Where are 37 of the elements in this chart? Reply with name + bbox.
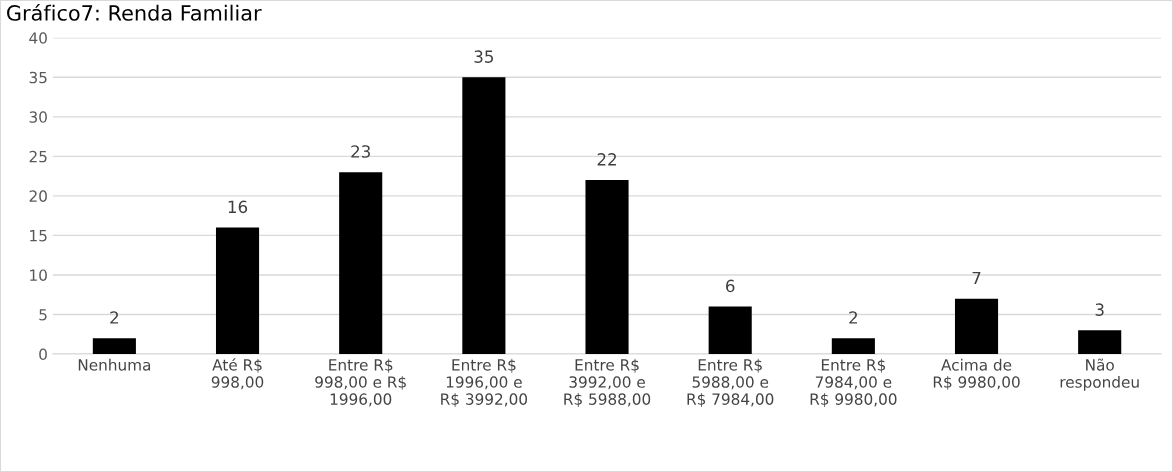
x-tick-label: Entre R$ 7984,00 e R$ 9980,00 [810, 358, 897, 407]
y-tick-label: 5 [39, 309, 47, 321]
x-tick-label: Entre R$ 5988,00 e R$ 7984,00 [687, 358, 774, 407]
x-tick-label: Até R$ 998,00 [211, 358, 264, 390]
y-tick-label: 30 [29, 111, 47, 123]
bar [462, 77, 506, 354]
data-label: 7 [972, 271, 981, 285]
y-tick-label: 25 [29, 150, 47, 163]
y-tick-label: 20 [29, 190, 47, 202]
bar [92, 338, 136, 354]
data-label: 22 [597, 153, 616, 166]
x-tick-label: Acima de R$ 9980,00 [933, 358, 1020, 390]
x-tick-label: Entre R$ 998,00 e R$ 1996,00 [315, 358, 406, 407]
y-tick-label: 0 [39, 348, 47, 361]
bar [708, 306, 752, 354]
bar [585, 180, 629, 354]
y-tick-label: 40 [29, 32, 47, 44]
data-label: 23 [351, 145, 370, 158]
data-label: 35 [474, 50, 494, 63]
x-tick-label: Entre R$ 3992,00 e R$ 5988,00 [564, 358, 651, 407]
bar [954, 298, 999, 354]
data-label: 6 [726, 279, 735, 293]
y-tick-label: 35 [29, 71, 47, 84]
chart-title: Gráfico7: Renda Familiar [7, 3, 262, 21]
x-tick-label: Não respondeu [1060, 358, 1139, 391]
data-label: 16 [228, 200, 248, 214]
bar [215, 227, 260, 354]
data-label: 3 [1095, 303, 1104, 316]
x-tick-label: Nenhuma [78, 358, 151, 371]
x-tick-label: Entre R$ 1996,00 e R$ 3992,00 [441, 358, 528, 407]
bar [339, 172, 383, 354]
bar [831, 338, 875, 354]
data-label: 2 [849, 311, 857, 324]
bar [1078, 330, 1122, 354]
data-label: 2 [110, 311, 118, 324]
y-tick-label: 15 [30, 230, 47, 242]
y-tick-label: 10 [30, 269, 47, 281]
